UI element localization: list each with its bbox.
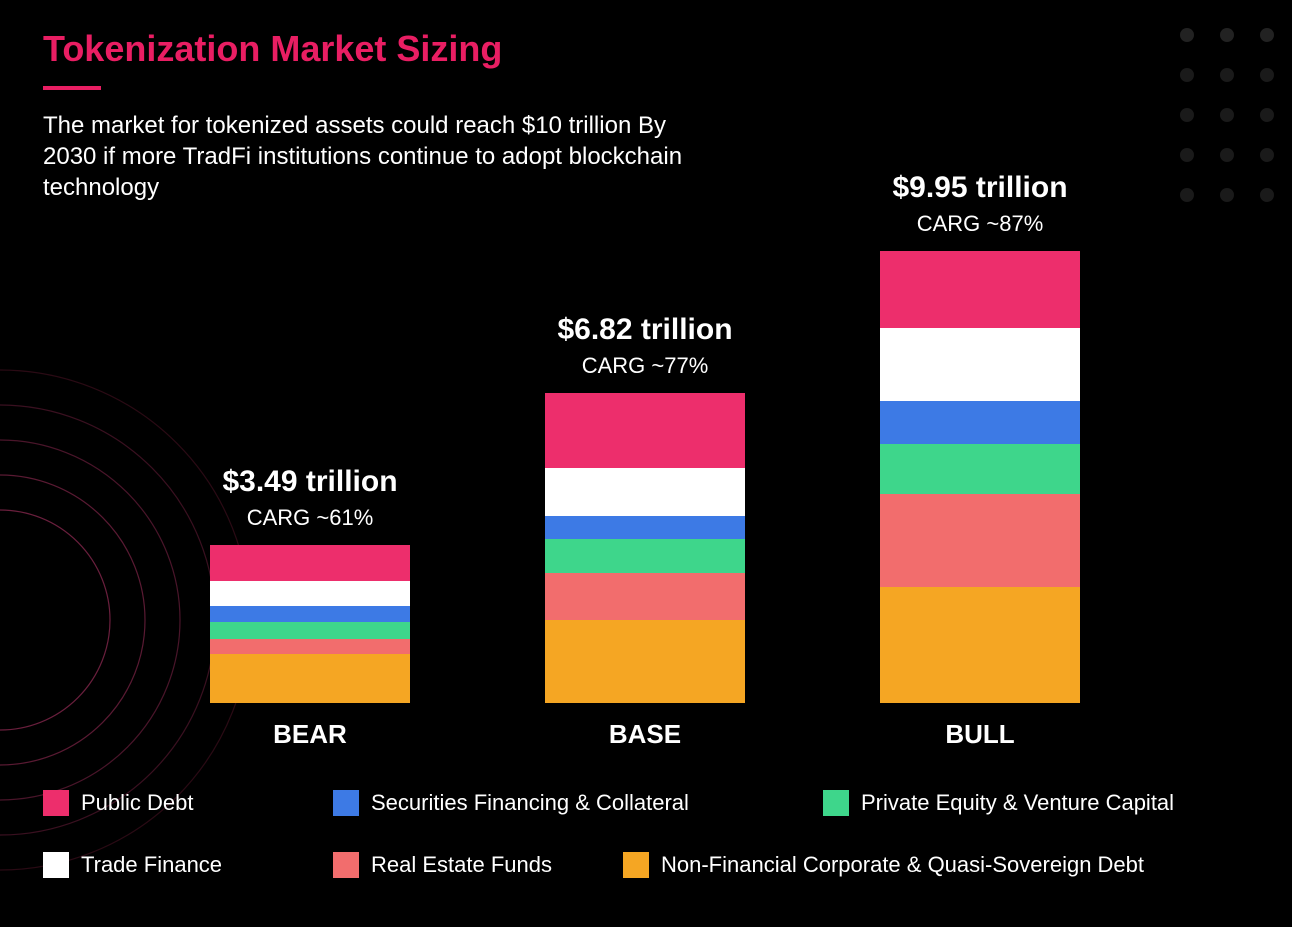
bar-segment-public_debt: [545, 393, 745, 468]
bar-segment-corp_debt: [880, 587, 1080, 703]
page-title: Tokenization Market Sizing: [43, 28, 502, 70]
bar-segment-trade_finance: [880, 328, 1080, 401]
bar-group-bear: $3.49 trillion CARG ~61%: [210, 465, 410, 703]
bar-group-base: $6.82 trillion CARG ~77%: [545, 313, 745, 703]
bar-segment-private_equity: [545, 539, 745, 573]
legend-label: Trade Finance: [81, 852, 222, 878]
bar-segment-private_equity: [880, 444, 1080, 494]
bar-segment-corp_debt: [545, 620, 745, 703]
bar-segment-real_estate: [545, 573, 745, 621]
bar-scenario-name: BEAR: [210, 719, 410, 750]
bar-value-label: $6.82 trillion: [557, 313, 732, 347]
bar-carg-label: CARG ~77%: [557, 353, 732, 379]
bar-segment-trade_finance: [210, 581, 410, 606]
legend-swatch: [823, 790, 849, 816]
bar-carg-label: CARG ~87%: [892, 211, 1067, 237]
stacked-bar-chart: $3.49 trillion CARG ~61% $6.82 trillion CAR…: [210, 150, 1080, 750]
legend-swatch: [623, 852, 649, 878]
legend-swatch: [43, 790, 69, 816]
bar-scenario-name: BULL: [880, 719, 1080, 750]
legend-item-trade_finance: Trade Finance: [43, 852, 333, 878]
bar-segment-real_estate: [210, 639, 410, 655]
bar-segment-public_debt: [210, 545, 410, 581]
bar-value-label: $9.95 trillion: [892, 171, 1067, 205]
bar-segment-corp_debt: [210, 654, 410, 703]
legend-item-real_estate: Real Estate Funds: [333, 852, 623, 878]
bar-segment-trade_finance: [545, 468, 745, 516]
bar-group-bull: $9.95 trillion CARG ~87%: [880, 171, 1080, 703]
bar-segment-securities: [545, 516, 745, 539]
bar-scenario-name: BASE: [545, 719, 745, 750]
bar-segment-public_debt: [880, 251, 1080, 328]
legend-item-public_debt: Public Debt: [43, 790, 333, 816]
decorative-dot-grid: [1180, 28, 1274, 202]
stacked-bar: [880, 251, 1080, 703]
legend-label: Real Estate Funds: [371, 852, 552, 878]
stacked-bar: [210, 545, 410, 703]
legend-swatch: [333, 790, 359, 816]
legend-label: Non-Financial Corporate & Quasi-Sovereig…: [661, 852, 1144, 878]
chart-legend: Public Debt Securities Financing & Collat…: [43, 790, 1253, 914]
bar-segment-securities: [880, 401, 1080, 444]
bar-value-label: $3.49 trillion: [222, 465, 397, 499]
legend-swatch: [43, 852, 69, 878]
bar-segment-private_equity: [210, 622, 410, 638]
legend-label: Securities Financing & Collateral: [371, 790, 689, 816]
legend-item-corp_debt: Non-Financial Corporate & Quasi-Sovereig…: [623, 852, 1243, 878]
bar-carg-label: CARG ~61%: [222, 505, 397, 531]
title-underline: [43, 86, 101, 90]
legend-swatch: [333, 852, 359, 878]
legend-label: Public Debt: [81, 790, 194, 816]
legend-item-private_equity: Private Equity & Venture Capital: [823, 790, 1243, 816]
bar-segment-securities: [210, 606, 410, 622]
legend-item-securities: Securities Financing & Collateral: [333, 790, 823, 816]
stacked-bar: [545, 393, 745, 703]
legend-label: Private Equity & Venture Capital: [861, 790, 1174, 816]
bar-segment-real_estate: [880, 494, 1080, 587]
